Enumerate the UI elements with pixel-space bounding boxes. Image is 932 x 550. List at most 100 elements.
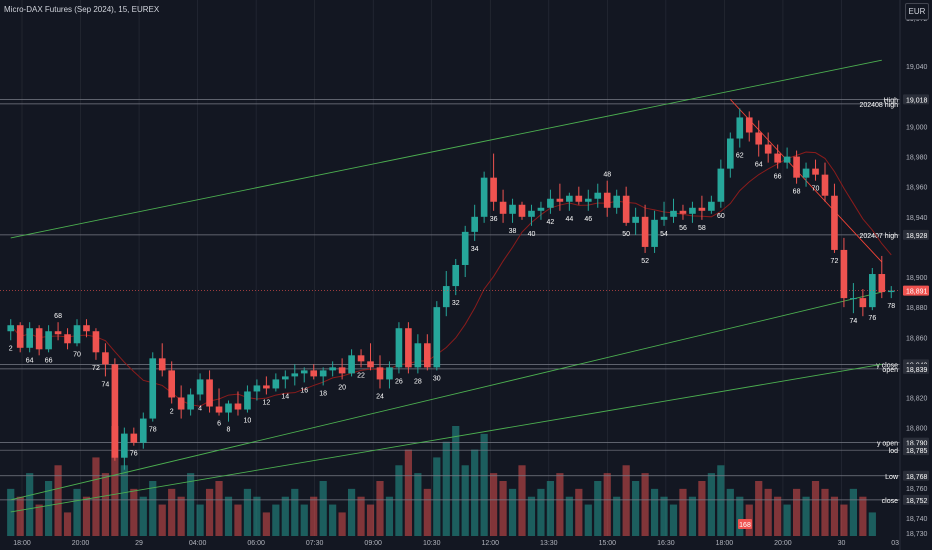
swing-label: 50 [622,231,630,238]
volume-bar [594,481,602,536]
candle-body [168,370,176,398]
x-tick-label: 12:00 [482,540,500,547]
candle-body [357,355,365,362]
level-label: High [884,97,899,104]
volume-bar [300,504,308,536]
candle-body [547,198,554,208]
volume-bar [461,465,469,536]
volume-bar [707,473,715,536]
swing-label: 76 [130,451,138,458]
swing-label: 24 [376,393,384,400]
volume-bar [603,473,611,536]
candle-body [566,195,573,202]
price-tick-label: 18,839 [906,367,928,374]
level-label: 202407 high [859,233,898,240]
volume-bar [224,496,233,536]
candle-body [348,355,355,374]
candle-body [225,403,232,413]
volume-bar [518,465,526,536]
volume-bar [347,488,356,536]
volume-bar [859,496,867,536]
swing-label: 10 [244,418,252,425]
trendline-lower [10,291,882,501]
swing-label: 74 [102,381,110,388]
candle-body [149,358,157,419]
currency-button[interactable]: EUR [905,3,929,20]
candle-body [45,331,52,350]
candle-body [726,138,734,169]
volume-bar [101,473,110,536]
volume-bar [840,504,848,536]
volume-bar [414,473,422,536]
volume-bar [319,481,327,536]
level-price-tag [903,437,929,448]
swing-label: 72 [92,365,100,372]
candle-body [234,403,242,410]
candle-body [158,358,166,371]
swing-label: 42 [547,219,555,226]
swing-label: 74 [849,318,857,325]
candle-body [376,367,384,380]
candle-body [35,328,43,350]
swing-label: 2 [170,409,174,416]
volume-bar [755,481,763,536]
volume-bar [310,496,318,536]
trendline-lower-2 [10,363,882,513]
candle-body [272,379,280,389]
level-price-tag [903,494,929,505]
level-price-tag [903,363,929,374]
price-tick-label: 18,880 [906,305,928,312]
swing-label: 34 [471,246,479,253]
volume-bar [679,488,687,536]
swing-label: 76 [868,315,876,322]
candle-body [651,219,658,247]
volume-bar [613,496,621,536]
candle-body [442,286,450,308]
level-label: close [882,498,898,505]
volume-bar [575,488,583,536]
candle-body [16,325,24,348]
volume-bar [669,504,678,536]
x-tick-label: 10:30 [423,540,441,547]
x-tick-label: 09:00 [364,540,382,547]
candle-body [499,201,507,214]
price-tick-label: 19,040 [906,64,928,71]
price-tick-label: 18,730 [906,531,928,538]
swing-label: 30 [433,375,441,382]
x-tick-label: 15:00 [599,540,617,547]
volume-bar [650,488,659,536]
swing-label: 72 [831,258,839,265]
volume-bar [537,488,545,536]
candle-body [196,379,204,395]
candle-body [783,156,791,163]
candle-body [887,290,895,293]
volume-bar [291,488,299,536]
x-tick-label: 18:00 [716,540,734,547]
price-tick-label: 18,800 [906,426,928,433]
volume-bar [490,473,498,536]
price-tick-label: 18,940 [906,215,928,222]
volume-bar [7,488,15,536]
swing-label: 44 [565,216,573,223]
volume-bar [546,481,555,536]
volume-bar [442,441,450,536]
volume-bar [868,512,876,536]
level-label: open [882,367,898,374]
volume-bar [82,496,91,536]
volume-bar [215,481,223,536]
candle-body [300,370,308,374]
candle-body [490,177,497,202]
x-tick-label: 30 [838,540,846,547]
countdown-label: 168 [739,522,751,529]
price-tick-label: 18,740 [906,516,928,523]
volume-bar [584,504,592,536]
volume-bar [783,504,791,536]
price-tick-label: 18,790 [906,441,928,448]
candle-body [528,210,535,217]
volume-bar [641,473,649,536]
swing-label: 48 [603,172,611,179]
candle-body [310,370,318,377]
swing-label: 16 [300,387,308,394]
candle-body [850,298,857,300]
